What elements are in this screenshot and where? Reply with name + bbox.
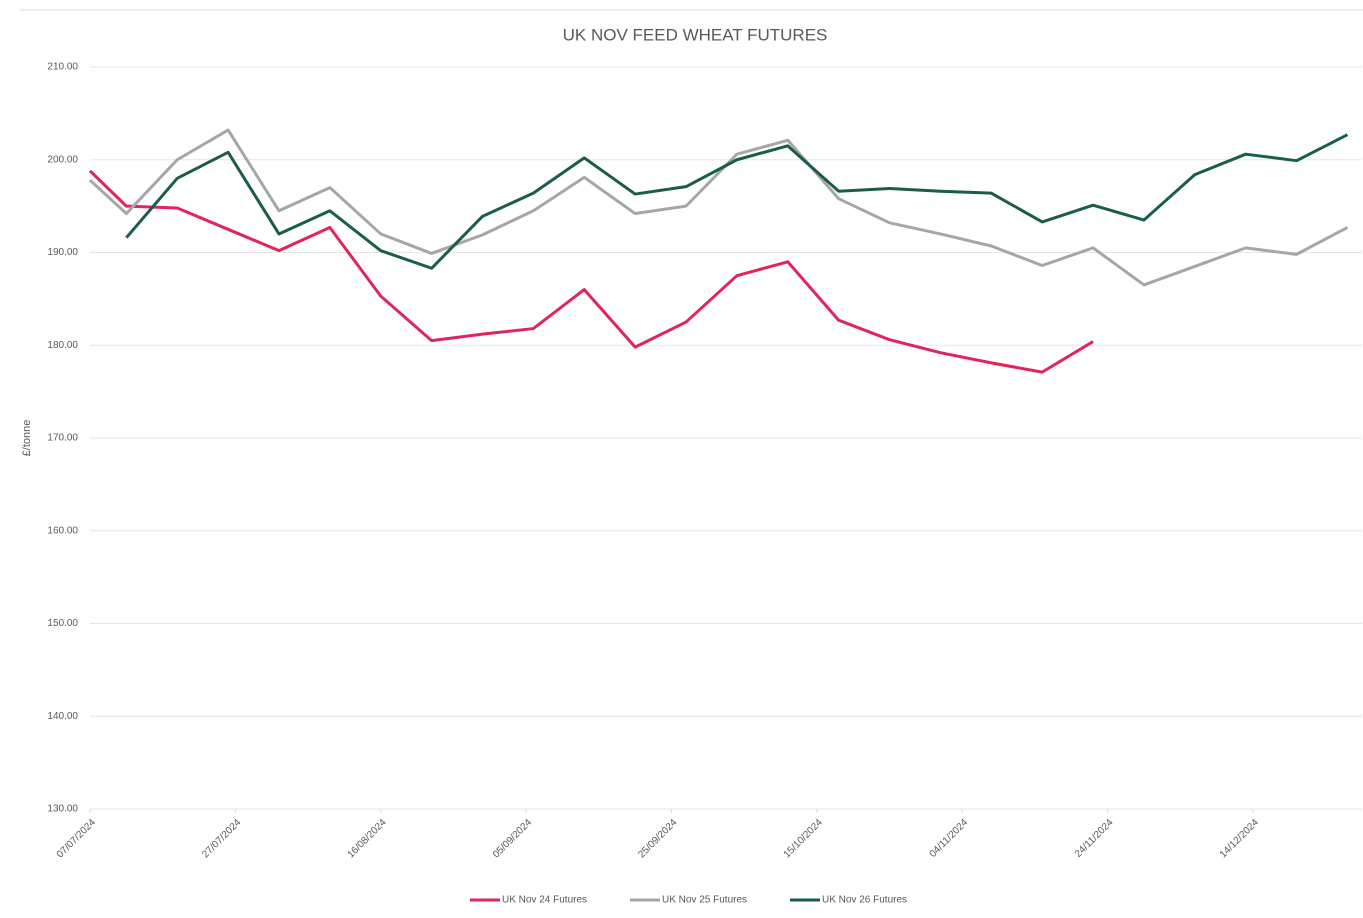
x-tick-label: 15/10/2024 [782, 817, 825, 860]
y-tick-label: 210.00 [47, 62, 78, 73]
y-tick-label: 140.00 [47, 711, 78, 722]
x-tick-label: 27/07/2024 [200, 817, 243, 860]
legend-label: UK Nov 25 Futures [662, 895, 747, 906]
y-tick-label: 200.00 [47, 154, 78, 165]
y-tick-label: 160.00 [47, 525, 78, 536]
x-tick-label: 24/11/2024 [1073, 817, 1116, 860]
y-tick-label: 190.00 [47, 247, 78, 258]
y-tick-label: 150.00 [47, 618, 78, 629]
y-tick-label: 130.00 [47, 804, 78, 815]
y-axis-label: £/tonne [21, 420, 33, 457]
series-line [88, 128, 1349, 287]
x-tick-label: 05/09/2024 [491, 817, 534, 860]
x-tick-label: 07/07/2024 [55, 817, 98, 860]
legend-label: UK Nov 26 Futures [822, 895, 907, 906]
series-line [88, 169, 1094, 374]
x-tick-label: 14/12/2024 [1218, 817, 1261, 860]
series-line [125, 133, 1349, 270]
x-tick-label: 25/09/2024 [636, 817, 679, 860]
x-tick-label: 04/11/2024 [928, 817, 971, 860]
legend-label: UK Nov 24 Futures [502, 895, 587, 906]
chart-title: UK NOV FEED WHEAT FUTURES [563, 25, 828, 44]
y-tick-label: 180.00 [47, 340, 78, 351]
y-tick-label: 170.00 [47, 433, 78, 444]
x-tick-label: 16/08/2024 [346, 817, 389, 860]
